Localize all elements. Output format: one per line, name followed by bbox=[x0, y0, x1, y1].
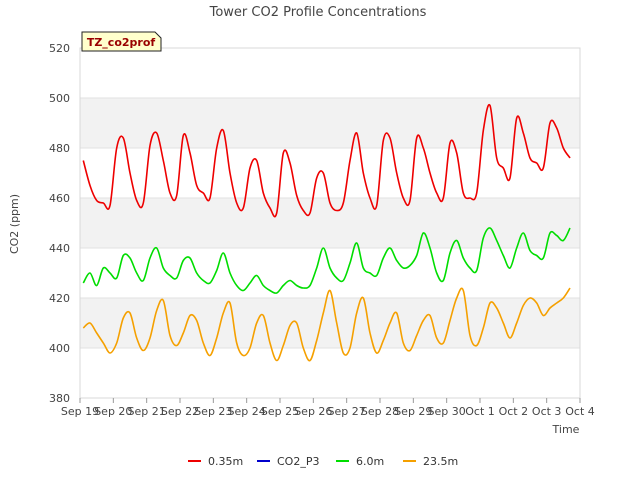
legend: 0.35m CO2_P3 6.0m 23.5m bbox=[188, 455, 458, 468]
x-tick-label: Sep 25 bbox=[261, 405, 299, 418]
x-tick-label: Sep 20 bbox=[94, 405, 132, 418]
legend-label-6.0m: 6.0m bbox=[356, 455, 384, 468]
legend-label-23.5m: 23.5m bbox=[423, 455, 458, 468]
grid-band bbox=[80, 198, 580, 248]
grid-bands bbox=[80, 47, 580, 399]
badge-label: TZ_co2prof bbox=[87, 36, 156, 49]
x-tick-label: Sep 30 bbox=[428, 405, 466, 418]
series-line-6.0m bbox=[82, 227, 571, 294]
series-lines bbox=[82, 103, 571, 362]
grid-band bbox=[80, 98, 580, 148]
station-badge: TZ_co2prof bbox=[81, 31, 162, 52]
x-tick-label: Oct 2 bbox=[499, 405, 529, 418]
y-tick-label: 500 bbox=[49, 92, 70, 105]
plot-frame bbox=[79, 47, 581, 399]
x-tick-label: Sep 22 bbox=[161, 405, 199, 418]
series-line-0.35m bbox=[82, 103, 571, 218]
badge-box bbox=[81, 31, 162, 52]
x-tick-label: Sep 19 bbox=[61, 405, 99, 418]
grid-band bbox=[80, 298, 580, 348]
x-tick-label: Sep 26 bbox=[294, 405, 332, 418]
y-axis-ticks: 380 400 420 440 460 480 500 520 bbox=[49, 42, 70, 405]
x-tick-label: Sep 29 bbox=[394, 405, 432, 418]
x-axis-label: Time bbox=[552, 423, 580, 436]
y-tick-label: 460 bbox=[49, 192, 70, 205]
y-axis-label: CO2 (ppm) bbox=[8, 194, 21, 254]
x-tick-label: Sep 23 bbox=[194, 405, 232, 418]
x-tick-label: Sep 24 bbox=[228, 405, 266, 418]
x-tick-label: Sep 27 bbox=[328, 405, 366, 418]
legend-label-0.35m: 0.35m bbox=[208, 455, 243, 468]
x-tick-label: Oct 4 bbox=[565, 405, 595, 418]
y-tick-label: 440 bbox=[49, 242, 70, 255]
series-line-23.5m bbox=[82, 287, 571, 362]
chart-title: Tower CO2 Profile Concentrations bbox=[209, 5, 427, 20]
x-tick-label: Oct 3 bbox=[532, 405, 562, 418]
y-tick-label: 480 bbox=[49, 142, 70, 155]
grid-band bbox=[80, 48, 580, 98]
y-tick-label: 380 bbox=[49, 392, 70, 405]
y-tick-label: 420 bbox=[49, 292, 70, 305]
x-tick-label: Sep 21 bbox=[128, 405, 166, 418]
y-tick-label: 400 bbox=[49, 342, 70, 355]
grid-band bbox=[80, 348, 580, 398]
x-tick-label: Sep 28 bbox=[361, 405, 399, 418]
legend-label-CO2_P3: CO2_P3 bbox=[277, 455, 319, 468]
x-tick-label: Oct 1 bbox=[465, 405, 495, 418]
y-tick-label: 520 bbox=[49, 42, 70, 55]
